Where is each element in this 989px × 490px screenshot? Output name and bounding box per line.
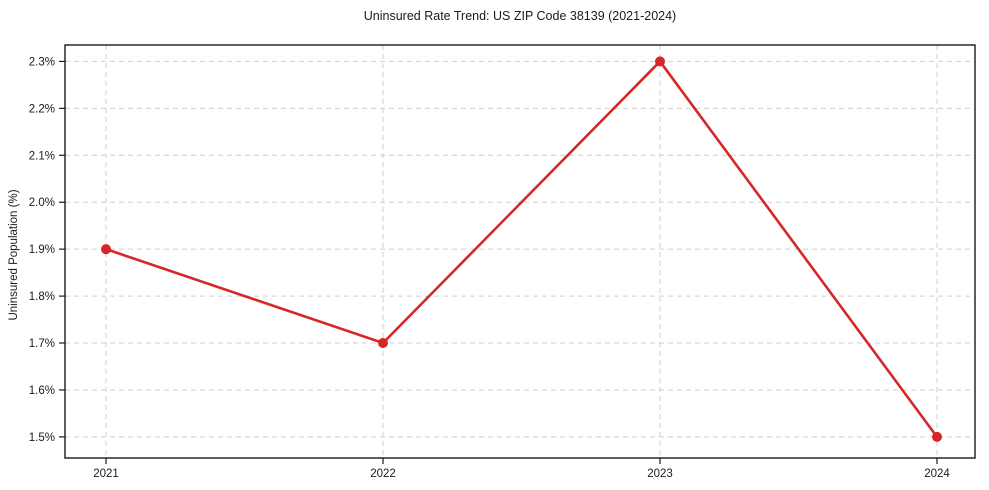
data-point — [101, 244, 111, 255]
x-tick-label: 2024 — [924, 468, 950, 480]
data-point — [378, 338, 388, 349]
plot-frame — [64, 44, 976, 459]
y-tick-label: 1.8% — [29, 291, 55, 303]
y-tick-label: 2.2% — [29, 103, 55, 115]
chart-title: Uninsured Rate Trend: US ZIP Code 38139 … — [363, 9, 677, 23]
data-point — [655, 56, 665, 67]
y-tick-label: 1.9% — [29, 244, 55, 256]
y-tick-label: 1.5% — [29, 432, 55, 444]
y-tick-label: 2.0% — [29, 197, 55, 209]
x-tick-label: 2021 — [93, 468, 119, 480]
y-tick-label: 2.1% — [29, 150, 55, 162]
x-tick-label: 2023 — [647, 468, 673, 480]
trend-line — [104, 60, 939, 439]
y-tick-label: 1.7% — [29, 338, 55, 350]
y-tick-label: 1.6% — [29, 385, 55, 397]
x-tick-label: 2022 — [370, 468, 396, 480]
y-tick-label: 2.3% — [29, 56, 55, 68]
data-point — [932, 431, 942, 442]
